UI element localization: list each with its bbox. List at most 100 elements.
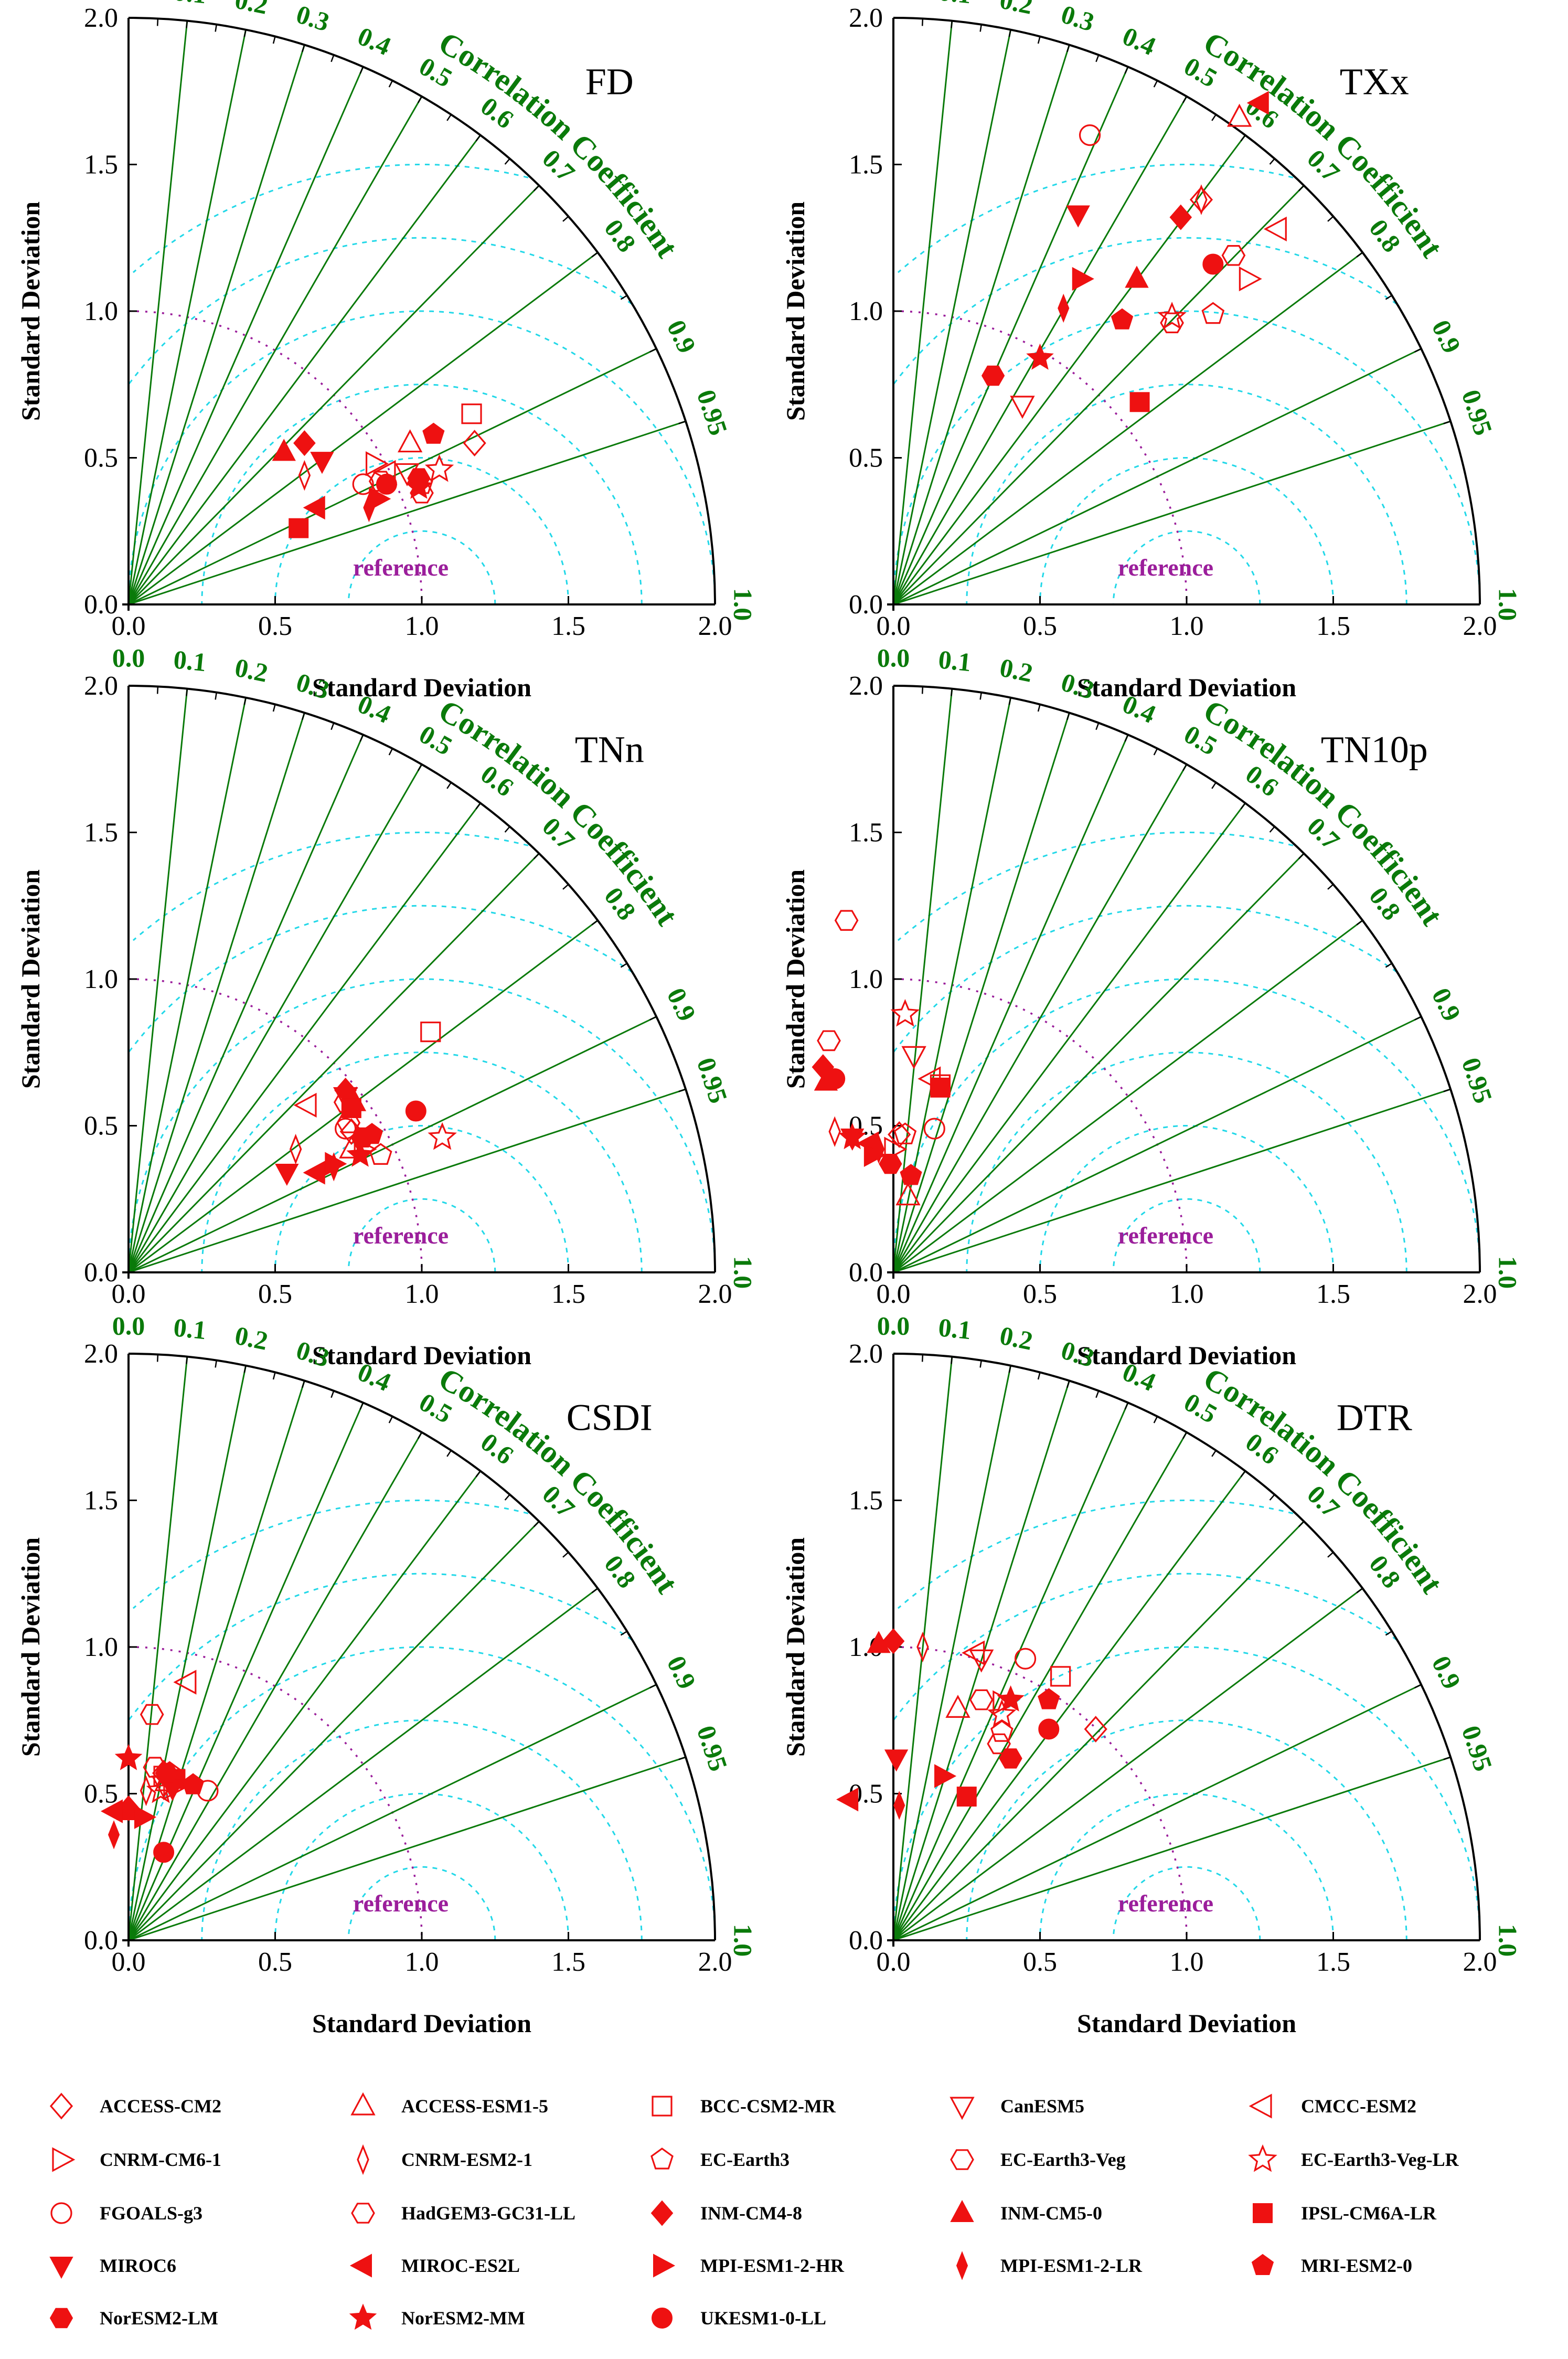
x-tick-label: 1.0 <box>1170 1947 1204 1977</box>
corr-line <box>892 20 953 605</box>
outer-arc <box>128 685 716 1273</box>
y-tick-label: 1.5 <box>849 818 883 848</box>
marker-ec-earth3-veg <box>969 1689 994 1710</box>
corr-line <box>893 1016 1422 1273</box>
corr-tick-label: 0.3 <box>293 0 333 37</box>
corr-tick-label: 1.0 <box>729 588 758 621</box>
arc-tick <box>979 692 982 700</box>
legend: ACCESS-CM2 ACCESS-ESM1-5 BCC-CSM2-MR CanESM… <box>49 2092 1459 2330</box>
marker-hadgem3-gc31-ll <box>140 1704 164 1725</box>
corr-line <box>128 1088 686 1273</box>
corr-line <box>892 45 1070 605</box>
y-tick-label: 1.0 <box>849 296 883 326</box>
legend-marker <box>1251 2254 1274 2275</box>
arc-tick <box>330 1390 335 1398</box>
arc-tick <box>979 1360 982 1368</box>
legend-marker <box>49 2257 73 2279</box>
marker-ukesm1-0-ll <box>405 1100 426 1122</box>
arc-tick <box>1240 1470 1246 1478</box>
corr-line <box>892 802 1246 1273</box>
y-tick-label: 0.5 <box>84 1111 118 1141</box>
arc-tick <box>1298 1521 1305 1527</box>
legend-marker <box>950 2199 974 2222</box>
marker-mri-esm2-0 <box>900 1164 922 1185</box>
corr-tick-label: 0.0 <box>112 643 145 672</box>
corr-line <box>892 185 1305 605</box>
marker-bcc-csm2-mr <box>1050 1666 1071 1687</box>
rms-contour <box>127 310 716 605</box>
corr-line <box>127 1365 247 1941</box>
legend-item-mri-esm2-0: MRI-ESM2-0 <box>1251 2254 1412 2276</box>
rms-contours <box>892 831 1481 1273</box>
legend-marker <box>950 2097 975 2120</box>
legend-marker <box>652 2308 673 2329</box>
y-tick-label: 0.0 <box>849 590 883 620</box>
marker-cmcc-esm2 <box>1263 216 1287 242</box>
corr-line <box>893 919 1363 1273</box>
legend-label: MIROC-ES2L <box>401 2255 520 2276</box>
model-markers <box>981 91 1287 419</box>
corr-line <box>127 1521 540 1941</box>
legend-item-cnrm-cm6-1: CNRM-CM6-1 <box>52 2147 221 2172</box>
panel-title: TNn <box>575 728 644 770</box>
legend-label: NorESM2-LM <box>100 2308 218 2329</box>
x-tick-label: 0.5 <box>1023 611 1057 641</box>
corr-tick-label: 0.0 <box>112 1311 145 1340</box>
legend-label: MIROC6 <box>100 2255 176 2276</box>
arc-tick <box>1095 722 1100 730</box>
rms-contour <box>274 1125 569 1272</box>
legend-item-inm-cm5-0: INM-CM5-0 <box>950 2199 1102 2224</box>
model-markers <box>812 910 951 1206</box>
x-axis-title: Standard Deviation <box>312 1341 531 1370</box>
arc-tick <box>591 252 599 258</box>
marker-access-esm1-5 <box>397 429 423 453</box>
marker-noresm2-lm <box>351 1127 375 1147</box>
corr-line <box>892 66 1129 605</box>
corr-tick-label: 0.95 <box>691 386 734 439</box>
y-tick-label: 0.5 <box>84 443 118 473</box>
marker-miroc-es2l <box>836 1788 859 1812</box>
arc-tick <box>504 826 510 833</box>
marker-access-cm2 <box>1189 186 1213 214</box>
corr-tick-label: 0.2 <box>997 1321 1035 1356</box>
model-markers <box>275 1022 457 1186</box>
corr-tick-label: 0.3 <box>1058 0 1097 37</box>
y-axis-title: Standard Deviation <box>781 201 810 421</box>
corr-line <box>127 802 481 1273</box>
legend-marker <box>349 2254 372 2278</box>
arc-tick <box>1327 1552 1334 1558</box>
legend-label: CanESM5 <box>1000 2096 1084 2117</box>
corr-axis-title: Correlation Coefficient <box>433 693 685 932</box>
corr-line <box>127 1470 481 1941</box>
marker-cnrm-esm2-1 <box>289 1133 302 1165</box>
x-axis-title: Standard Deviation <box>1077 673 1296 702</box>
rms-contours <box>127 831 716 1273</box>
marker-mri-esm2-0 <box>182 1773 205 1794</box>
legend-item-miroc-es2l: MIROC-ES2L <box>349 2254 520 2278</box>
marker-cnrm-esm2-1 <box>298 460 311 491</box>
y-tick-label: 0.5 <box>849 443 883 473</box>
legend-label: CMCC-ESM2 <box>1301 2096 1416 2117</box>
corr-line <box>127 734 364 1273</box>
corr-line <box>892 1365 1012 1941</box>
legend-item-hadgem3-gc31-ll: HadGEM3-GC31-LL <box>351 2203 575 2224</box>
panel-title: CSDI <box>567 1396 653 1438</box>
marker-cnrm-esm2-1 <box>828 1116 841 1147</box>
marker-ec-earth3-veg-lr <box>1157 302 1187 330</box>
marker-ec-earth3 <box>1201 302 1225 324</box>
legend-marker <box>52 2147 76 2172</box>
corr-tick-label: 0.1 <box>937 644 973 677</box>
arc-tick <box>649 1016 657 1021</box>
arc-tick <box>1356 920 1363 926</box>
marker-fgoals-g3 <box>335 1118 357 1140</box>
correlation-lines <box>127 20 686 605</box>
rms-contour <box>127 978 716 1273</box>
x-tick-label: 0.5 <box>258 1947 292 1977</box>
marker-bcc-csm2-mr <box>420 1022 441 1043</box>
corr-line <box>892 764 1188 1273</box>
x-tick-label: 1.0 <box>405 611 439 641</box>
arc-tick <box>1414 348 1422 353</box>
